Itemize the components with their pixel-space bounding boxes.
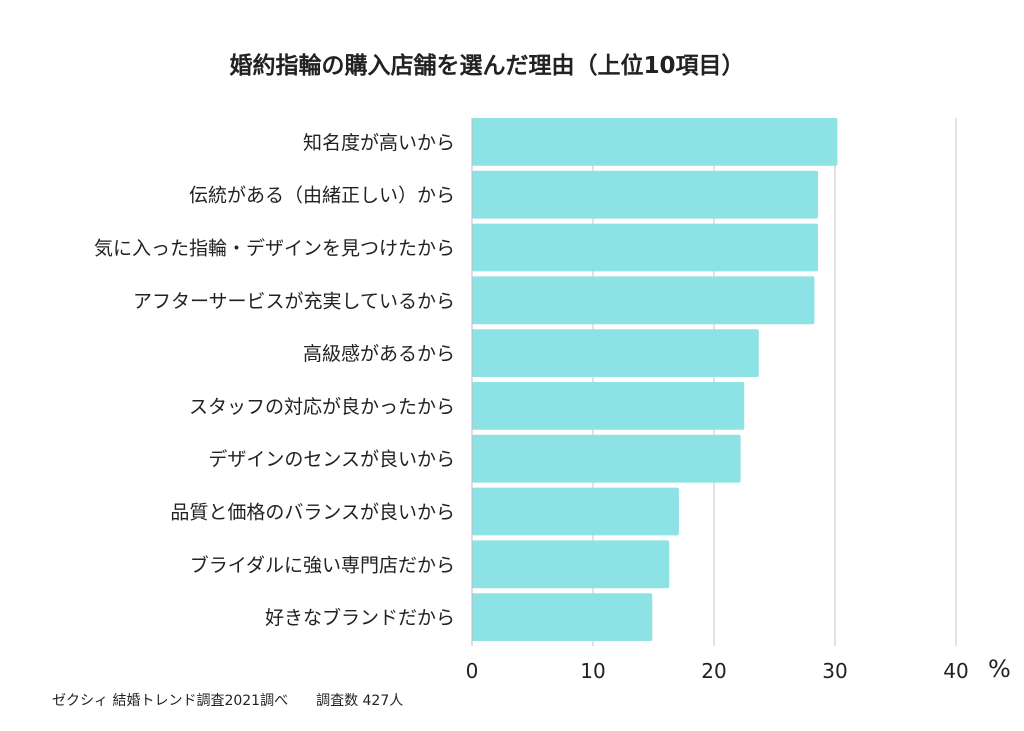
chart-title: 婚約指輪の購入店舗を選んだ理由（上位10項目） [229, 53, 745, 79]
bar [472, 593, 653, 641]
source-note: ゼクシィ 結婚トレンド調査2021調べ 調査数 427人 [52, 693, 404, 709]
bar [472, 276, 815, 325]
x-tick-label: 30 [822, 659, 847, 683]
bar [472, 329, 759, 377]
category-label: 気に入った指輪・デザインを見つけたから [94, 238, 455, 260]
category-label: 好きなブランドだから [265, 606, 455, 629]
category-label: 知名度が高いから [303, 132, 455, 154]
bar [472, 118, 838, 166]
category-label: 品質と価格のバランスが良いから [170, 502, 455, 524]
x-tick-label: 0 [466, 659, 479, 683]
bar [472, 487, 679, 536]
x-tick-label: 20 [701, 659, 726, 683]
category-label: 伝統がある（由緒正しい）から [189, 185, 455, 207]
bar [472, 223, 819, 272]
x-tick-label: 40 [943, 659, 968, 683]
category-label: ブライダルに強い専門店だから [190, 553, 455, 576]
bar [472, 170, 819, 219]
x-tick-label: 10 [580, 659, 605, 683]
bar [472, 434, 741, 483]
category-label: 高級感があるから [303, 343, 455, 365]
x-axis-unit: % [988, 655, 1011, 683]
bar [472, 540, 670, 589]
bar [472, 382, 745, 430]
category-label: スタッフの対応が良かったから [189, 396, 455, 418]
category-label: アフターサービスが充実しているから [133, 290, 455, 312]
category-label: デザインのセンスが良いから [208, 449, 455, 471]
